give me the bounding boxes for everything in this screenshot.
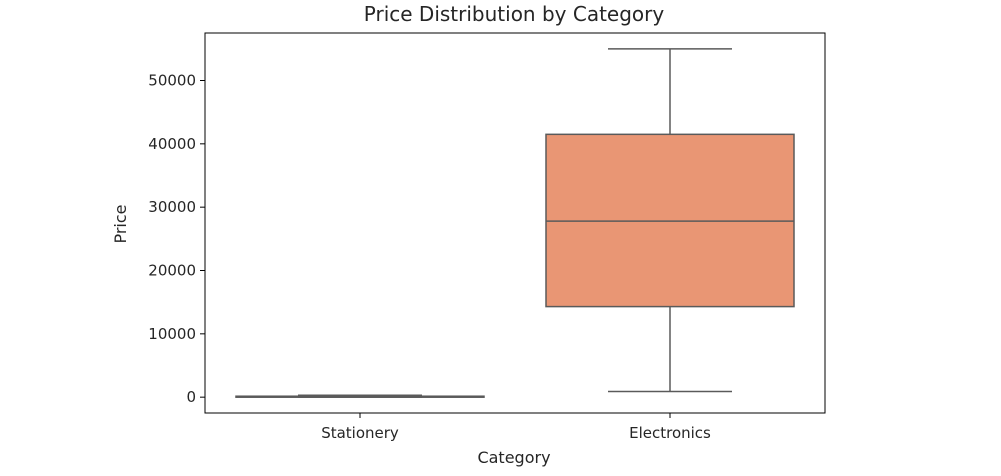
chart-title: Price Distribution by Category	[364, 2, 665, 26]
y-tick-label: 10000	[148, 325, 196, 343]
plot-area	[204, 32, 826, 414]
x-tick-label: Electronics	[629, 424, 711, 442]
y-tick-label: 40000	[148, 135, 196, 153]
x-tick-label: Stationery	[321, 424, 399, 442]
box-stationery	[235, 394, 485, 398]
y-tick-label: 30000	[148, 198, 196, 216]
y-tick-label: 0	[186, 388, 196, 406]
y-axis-label: Price	[111, 204, 130, 243]
x-axis: Stationery Electronics	[321, 413, 711, 442]
y-axis: 0 10000 20000 30000 40000 50000	[148, 72, 205, 406]
y-tick-label: 20000	[148, 262, 196, 280]
box-electronics	[545, 48, 795, 393]
y-tick-label: 50000	[148, 72, 196, 90]
x-axis-label: Category	[477, 448, 550, 467]
box-series	[235, 48, 795, 398]
